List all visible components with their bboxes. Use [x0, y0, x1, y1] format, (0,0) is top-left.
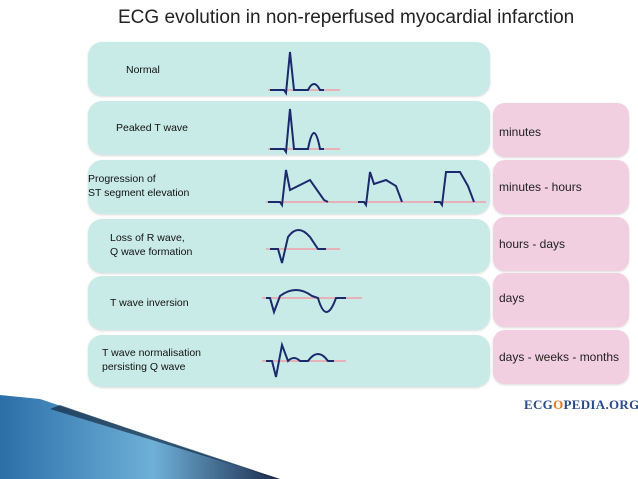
ecgpedia-logo: ECGOPEDIA.ORG	[524, 397, 638, 412]
stage-box-peaked-t: Peaked T wave	[88, 101, 490, 155]
timing-box-days: days	[493, 273, 629, 327]
ecg-trace-normal	[268, 51, 340, 96]
stage-label: T wave inversion	[110, 297, 189, 309]
timing-label: days - weeks - months	[499, 350, 620, 364]
stage-label: Progression of ST segment elevation	[88, 173, 190, 199]
timing-label: minutes - hours	[499, 180, 582, 194]
stage-label: Normal	[126, 64, 160, 76]
ecg-trace-peaked-t	[268, 108, 340, 155]
timing-box-minutes: minutes	[493, 103, 629, 157]
stage-box-q-wave: Loss of R wave, Q wave formation	[88, 219, 490, 273]
timing-label: days	[499, 291, 525, 305]
ecg-trace-t-normalisation	[262, 341, 346, 378]
stage-box-st-elevation: Progression of ST segment elevation	[88, 160, 490, 214]
logo-mark-icon: O	[553, 397, 564, 412]
ecg-trace-st-elevation	[266, 169, 486, 208]
timing-box-days-weeks-months: days - weeks - months	[493, 330, 629, 384]
timing-label: hours - days	[499, 237, 566, 251]
ecg-trace-q-wave	[266, 229, 340, 264]
ecg-trace-t-inversion	[262, 289, 362, 316]
timing-label: minutes	[499, 125, 542, 139]
stage-box-t-inversion: T wave inversion	[88, 276, 490, 330]
stage-label: T wave normalisation persisting Q wave	[102, 347, 202, 373]
stage-box-normal: Normal	[88, 42, 490, 96]
timing-box-minutes-hours: minutes - hours	[493, 160, 629, 214]
stage-box-t-normalisation: T wave normalisation persisting Q wave	[88, 335, 490, 387]
decorative-swoosh	[0, 395, 280, 479]
diagram-title: ECG evolution in non-reperfused myocardi…	[118, 7, 575, 28]
stage-label: Peaked T wave	[116, 122, 188, 134]
timing-box-hours-days: hours - days	[493, 217, 629, 271]
stage-label: Loss of R wave, Q wave formation	[110, 232, 193, 258]
